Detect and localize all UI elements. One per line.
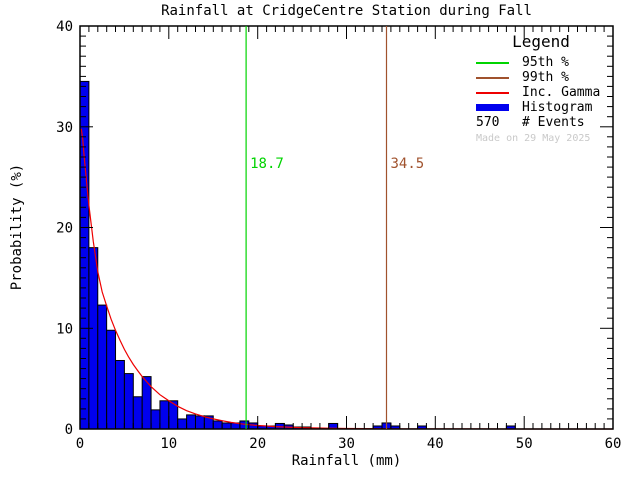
y-tick-label: 10 <box>56 321 73 337</box>
legend-item-inc-gamma: Inc. Gamma <box>476 85 606 100</box>
legend-item-label: Inc. Gamma <box>522 85 601 100</box>
histogram-bar <box>97 304 108 430</box>
x-axis-label: Rainfall (mm) <box>291 453 402 469</box>
legend-item-label: # Events <box>522 115 585 130</box>
histogram-bar <box>115 359 125 430</box>
histogram-bar <box>106 329 117 430</box>
95th-percentile-line-icon <box>476 61 509 64</box>
x-tick-label: 0 <box>76 436 84 452</box>
x-tick-label: 40 <box>427 436 444 452</box>
x-tick-label: 30 <box>338 436 355 452</box>
legend-items: 95th % 99th % Inc. Gamma Histogram 570 # Even… <box>476 55 606 130</box>
y-tick-label: 30 <box>56 120 73 136</box>
y-tick-label: 0 <box>65 422 73 438</box>
95th-percentile-swatch <box>476 61 512 64</box>
x-tick-label: 50 <box>516 436 533 452</box>
y-axis-label: Probability (%) <box>9 163 25 291</box>
histogram-bar <box>159 400 170 430</box>
99th-percentile-swatch <box>476 76 512 79</box>
inc-gamma-swatch <box>476 91 512 94</box>
histogram-bar <box>212 420 223 430</box>
events-swatch: 570 <box>476 115 512 130</box>
histogram-bar <box>177 418 188 430</box>
x-tick-label: 10 <box>160 436 177 452</box>
legend-item-99th-percentile: 99th % <box>476 70 606 85</box>
legend-title: Legend <box>512 32 570 51</box>
histogram-bar <box>221 422 232 430</box>
events-count: 570 <box>476 115 500 130</box>
histogram-bar <box>150 409 161 430</box>
legend-item-label: 99th % <box>522 70 569 85</box>
histogram-swatch <box>476 104 512 111</box>
made-on-date: Made on 29 May 2025 <box>476 133 591 144</box>
histogram-bar <box>79 80 90 430</box>
x-tick-label: 20 <box>249 436 266 452</box>
x-tick-label: 60 <box>605 436 622 452</box>
legend-item-95th-percentile: 95th % <box>476 55 606 70</box>
histogram-bar-icon <box>476 104 509 111</box>
legend: Legend 95th % 99th % Inc. Gamma Histogram 57… <box>476 32 606 144</box>
legend-item-events: 570 # Events <box>476 115 606 130</box>
gamma-curve <box>80 128 613 430</box>
histogram-bar <box>186 414 196 430</box>
histogram-bar <box>123 373 134 430</box>
99th-percentile-line-label: 34.5 <box>391 156 425 172</box>
y-tick-label: 20 <box>56 221 73 237</box>
95th-percentile-line-label: 18.7 <box>250 156 284 172</box>
legend-item-histogram: Histogram <box>476 100 606 115</box>
99th-percentile-line-icon <box>476 76 509 79</box>
histogram-bar <box>132 396 143 430</box>
legend-item-label: 95th % <box>522 55 569 70</box>
legend-item-label: Histogram <box>522 100 593 115</box>
histogram-bar <box>194 415 205 430</box>
histogram-bar <box>88 247 99 430</box>
chart-title: Rainfall at CridgeCentre Station during … <box>161 3 532 19</box>
inc-gamma-line-icon <box>476 91 509 94</box>
y-tick-label: 40 <box>56 19 73 35</box>
